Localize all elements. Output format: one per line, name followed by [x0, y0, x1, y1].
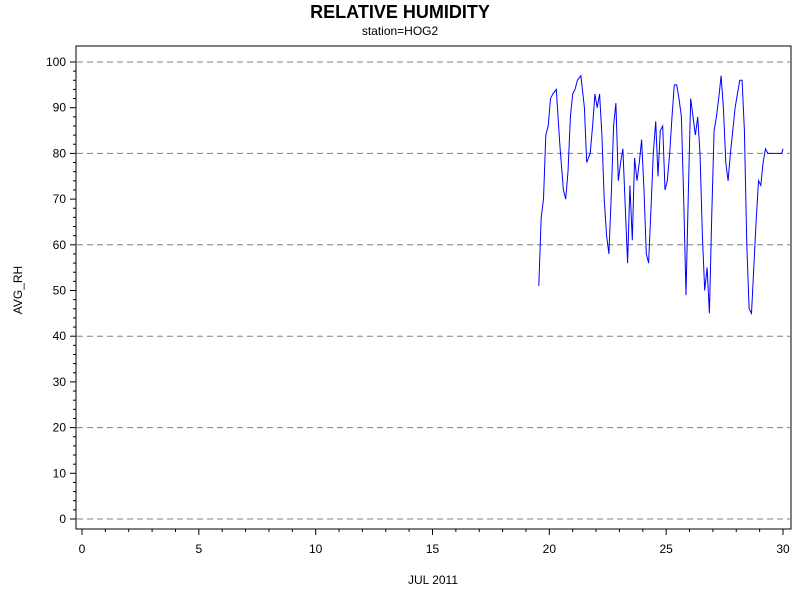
y-tick-label: 40	[53, 329, 67, 343]
y-tick-label: 30	[53, 375, 67, 389]
y-axis-label: AVG_RH	[11, 266, 25, 314]
y-tick-label: 0	[59, 512, 66, 526]
x-tick-label: 5	[195, 542, 202, 556]
y-tick-label: 50	[53, 284, 67, 298]
y-tick-label: 20	[53, 421, 67, 435]
y-tick-label: 100	[46, 55, 66, 69]
y-axis: 0 10 20 30 40 50 60 70 80 90 100	[46, 55, 76, 526]
x-tick-label: 30	[776, 542, 790, 556]
x-tick-label: 0	[79, 542, 86, 556]
y-tick-label: 70	[53, 192, 67, 206]
y-tick-label: 90	[53, 101, 67, 115]
x-tick-label: 25	[659, 542, 673, 556]
x-axis-label: JUL 2011	[408, 573, 458, 587]
y-tick-label: 10	[53, 466, 67, 480]
x-axis: 0 5 10 15 20 25 30	[79, 529, 790, 556]
x-tick-label: 20	[543, 542, 557, 556]
x-tick-label: 15	[426, 542, 440, 556]
plot-frame	[75, 45, 792, 530]
y-tick-label: 80	[53, 146, 67, 160]
y-tick-label: 60	[53, 238, 67, 252]
chart-subtitle: station=HOG2	[362, 24, 439, 38]
avg-rh-line	[538, 74, 784, 316]
x-tick-label: 10	[309, 542, 323, 556]
chart-title: RELATIVE HUMIDITY	[310, 2, 490, 22]
gridlines	[77, 61, 790, 520]
